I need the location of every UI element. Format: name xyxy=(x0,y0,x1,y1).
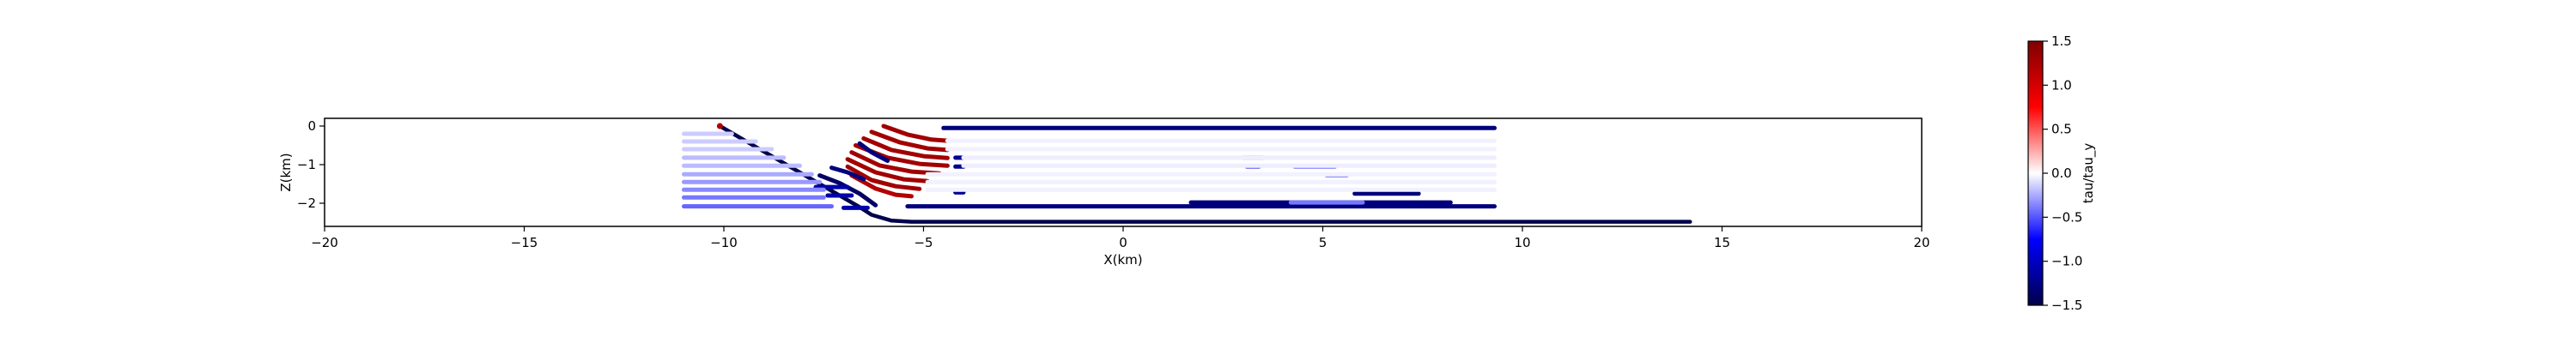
x-tick-label: 0 xyxy=(1119,235,1127,250)
colorbar-tick-label: 1.0 xyxy=(2051,77,2072,93)
x-tick-label: −20 xyxy=(311,235,338,250)
colorbar-tick-label: 0.5 xyxy=(2051,122,2072,137)
y-axis: 0 −1 −2 xyxy=(297,118,325,211)
series-arc-2 xyxy=(881,123,950,143)
series-arc-8 xyxy=(845,164,922,191)
series-arc-3 xyxy=(869,129,950,153)
series-point-1 xyxy=(716,123,723,129)
colorbar-tick-label: 0.0 xyxy=(2051,165,2072,181)
x-tick-label: 5 xyxy=(1319,235,1327,250)
x-tick-label: 20 xyxy=(1913,235,1929,250)
data-layer xyxy=(682,123,1692,224)
series-arc-6 xyxy=(849,150,942,176)
y-tick-label: 0 xyxy=(307,118,316,134)
series-arc-9 xyxy=(849,173,914,199)
colorbar-tick-label: −0.5 xyxy=(2051,209,2082,225)
colorbar-tick-label: −1.5 xyxy=(2051,298,2082,313)
x-tick-label: 10 xyxy=(1514,235,1530,250)
colorbar-ticks: 1.5 1.0 0.5 0.0 −0.5 −1.0 −1.5 xyxy=(2043,33,2082,313)
series-arc-4 xyxy=(861,135,950,160)
x-tick-label: −15 xyxy=(511,235,538,250)
x-tick-label: 15 xyxy=(1714,235,1730,250)
series-arc-12 xyxy=(817,173,878,208)
series-arc-11 xyxy=(829,165,866,182)
x-tick-label: −10 xyxy=(710,235,738,250)
series-arc-10 xyxy=(857,141,890,163)
colorbar xyxy=(2028,41,2043,305)
x-axis-label: X(km) xyxy=(1103,252,1142,268)
colorbar-tick-label: −1.0 xyxy=(2051,254,2082,269)
x-axis: −20 −15 −10 −5 0 5 10 15 20 xyxy=(311,226,1930,250)
series-arc-7 xyxy=(845,157,930,184)
y-axis-label: Z(km) xyxy=(278,153,294,191)
colorbar-label: tau/tau_y xyxy=(2081,143,2097,204)
y-tick-label: −1 xyxy=(297,157,316,172)
y-tick-label: −2 xyxy=(297,196,316,211)
colorbar-tick-label: 1.5 xyxy=(2051,33,2072,49)
x-tick-label: −5 xyxy=(914,235,933,250)
